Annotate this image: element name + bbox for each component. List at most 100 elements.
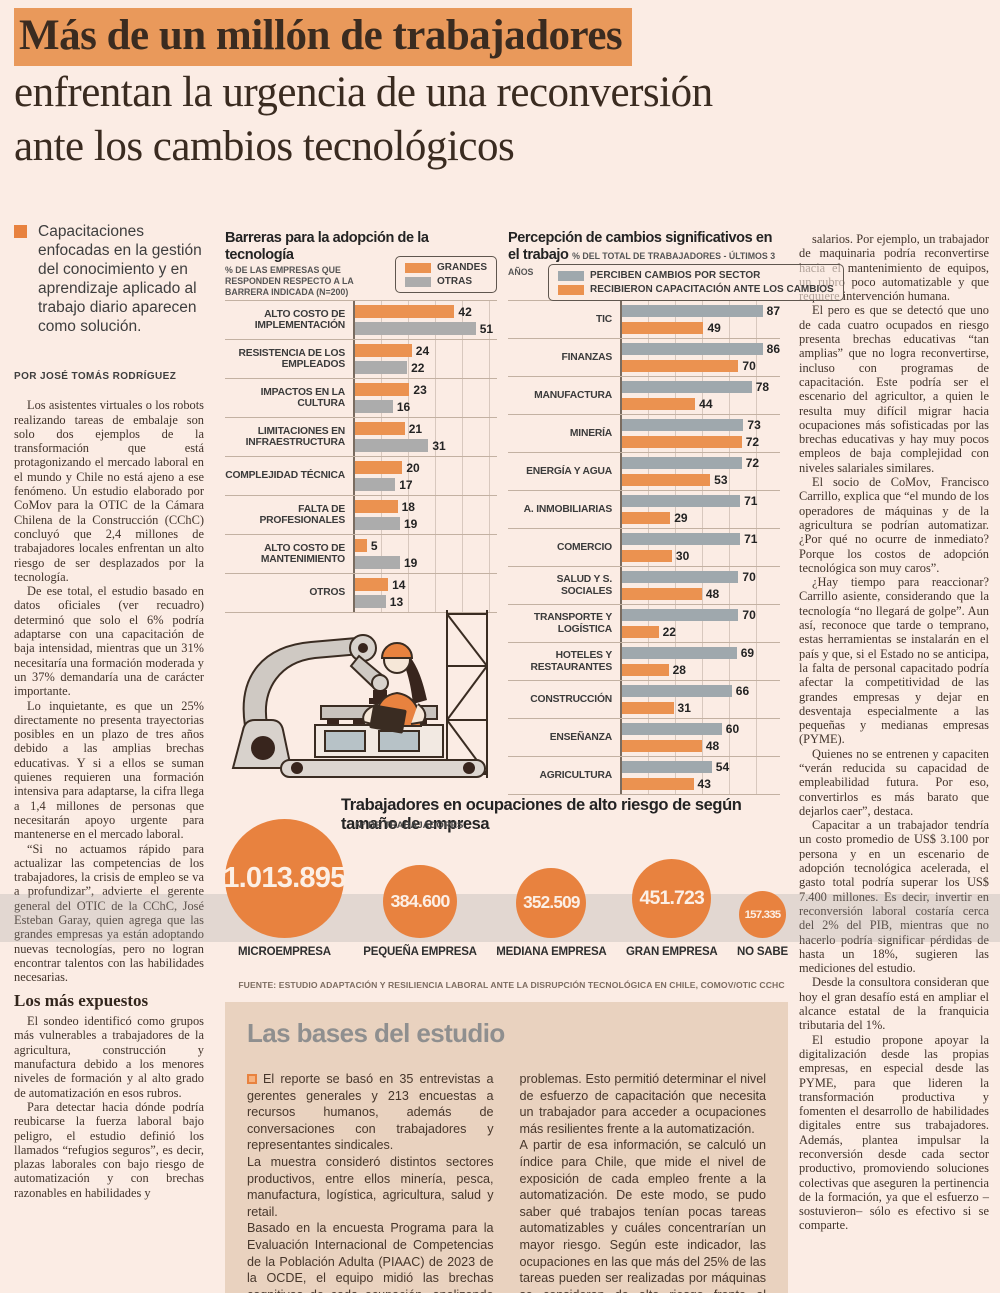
lede-text: Capacitaciones enfocadas en la gestión d… xyxy=(38,223,202,335)
bar-value: 5 xyxy=(370,538,378,553)
legend-item: PERCIBEN CAMBIOS POR SECTOR xyxy=(558,270,834,281)
bubble-chart-subtitle: N° DE TRABAJADORES xyxy=(355,820,464,831)
bar xyxy=(622,778,694,790)
bubble-label: NO SABE xyxy=(736,946,788,958)
bar-line: 19 xyxy=(355,517,497,531)
page-title: Más de un millón de trabajadores enfrent… xyxy=(14,8,974,175)
scaffolding xyxy=(446,610,488,778)
bar-value: 19 xyxy=(403,516,418,531)
legend-swatch-gray xyxy=(404,276,431,287)
paragraph: Desde la consultora consideran que hoy e… xyxy=(799,975,989,1033)
category-label: LIMITACIONES EN INFRAESTRUCTURA xyxy=(245,425,346,448)
category-label: MANUFACTURA xyxy=(534,389,612,401)
paragraph: El socio de CoMov, Francisco Carrillo, e… xyxy=(799,475,989,575)
bar-line: 42 xyxy=(355,305,497,319)
paragraph: El reporte se basó en 35 entrevistas a g… xyxy=(247,1071,494,1154)
bar-line: 72 xyxy=(622,456,780,470)
chart-barriers-adoption: Barreras para la adopción de la tecnolog… xyxy=(225,230,497,613)
bar-value: 31 xyxy=(677,701,691,715)
bar-plot: 69 28 xyxy=(620,643,780,680)
chart-header: Barreras para la adopción de la tecnolog… xyxy=(225,230,497,300)
chart-header: Percepción de cambios significativos en … xyxy=(508,230,844,301)
gray-band xyxy=(0,894,1000,942)
bar-plot: 21 31 xyxy=(353,418,497,456)
category-label: TRANSPORTE Y LOGÍSTICA xyxy=(533,612,612,635)
bar-value: 14 xyxy=(392,577,406,592)
chart-title: Percepción de cambios significativos en … xyxy=(508,230,780,280)
chart-row: SALUD Y S. SOCIALES 70 48 xyxy=(508,566,780,604)
category-label: TIC xyxy=(596,313,612,325)
bar-line: 31 xyxy=(355,439,497,453)
chart-rows: TIC 87 49 FINANZAS 86 70 MANUFACTURA 78 44 MINERÍ… xyxy=(508,300,780,795)
bar xyxy=(622,626,659,638)
bar-line: 29 xyxy=(622,511,780,525)
bar-line: 14 xyxy=(355,578,497,592)
chart-row: RESISTENCIA DE LOS EMPLEADOS 24 22 xyxy=(225,339,497,378)
square-outline-bullet-icon xyxy=(247,1074,257,1084)
bubble-cell: 1.013.895 MICROEMPRESA xyxy=(223,819,346,958)
bar xyxy=(355,478,396,491)
bubble-label: GRAN EMPRESA xyxy=(626,946,718,958)
bar xyxy=(622,571,739,583)
bar xyxy=(622,322,704,334)
left-column: Capacitaciones enfocadas en la gestión d… xyxy=(14,222,204,1200)
bar xyxy=(622,740,702,752)
bubble-cell: 384.600 PEQUEÑA EMPRESA xyxy=(363,864,477,958)
chart-legend: GRANDES OTRAS xyxy=(394,256,497,293)
bubble-cell: 352.509 MEDIANA EMPRESA xyxy=(496,867,607,958)
bar-line: 17 xyxy=(355,478,497,492)
chart-row: ALTO COSTO DE MANTENIMIENTO 5 19 xyxy=(225,534,497,573)
paragraph: Los asistentes virtuales o los robots re… xyxy=(14,398,204,584)
bar-line: 22 xyxy=(622,625,780,639)
bar-value: 22 xyxy=(411,360,425,375)
bar-value: 44 xyxy=(699,397,713,411)
chart-row: IMPACTOS EN LA CULTURA 23 16 xyxy=(225,378,497,417)
bar-line: 5 xyxy=(355,539,497,553)
bubble-label: MEDIANA EMPRESA xyxy=(496,946,607,958)
bar xyxy=(622,609,739,621)
bar-value: 87 xyxy=(766,304,780,318)
category-label: ENSEÑANZA xyxy=(549,731,612,743)
bar xyxy=(355,595,386,608)
chart-row: FALTA DE PROFESIONALES 18 19 xyxy=(225,495,497,534)
bar xyxy=(355,305,455,318)
chart-row: COMPLEJIDAD TÉCNICA 20 17 xyxy=(225,456,497,495)
category-label: CONSTRUCCIÓN xyxy=(530,693,612,705)
bubble: 384.600 xyxy=(383,864,457,938)
bar xyxy=(355,556,400,569)
square-bullet-icon xyxy=(14,225,27,238)
bar xyxy=(355,322,476,335)
bubble: 352.509 xyxy=(516,867,587,938)
chart-rows: ALTO COSTO DE IMPLEMENTACIÓN 42 51 RESISTEN… xyxy=(225,300,497,613)
byline: POR JOSÉ TOMÁS RODRÍGUEZ xyxy=(14,371,177,382)
chart-row: MINERÍA 73 72 xyxy=(508,414,780,452)
bar-plot: 87 49 xyxy=(620,301,780,338)
bubble-row: 1.013.895 MICROEMPRESA 384.600 PEQUEÑA EMPR… xyxy=(223,790,788,958)
bar-line: 18 xyxy=(355,500,497,514)
bar-plot: 71 30 xyxy=(620,529,780,566)
right-column: salarios. Por ejemplo, un trabajador de … xyxy=(799,232,989,1233)
bar-line: 78 xyxy=(622,380,780,394)
legend-swatch-orange xyxy=(404,262,431,273)
legend-label: PERCIBEN CAMBIOS POR SECTOR xyxy=(590,270,761,281)
bar-value: 70 xyxy=(742,359,756,373)
bar-value: 21 xyxy=(408,421,423,436)
bar-plot: 86 70 xyxy=(620,339,780,376)
bar-plot: 70 48 xyxy=(620,567,780,604)
chart-perception-changes: Percepción de cambios significativos en … xyxy=(508,230,844,795)
bar xyxy=(622,305,763,317)
bar-plot: 24 22 xyxy=(353,340,497,378)
bar-line: 19 xyxy=(355,556,497,570)
bar-value: 72 xyxy=(745,435,760,449)
category-label: RESISTENCIA DE LOS EMPLEADOS xyxy=(238,347,346,370)
legend-label: GRANDES xyxy=(436,262,487,273)
chart-row: TIC 87 49 xyxy=(508,300,780,338)
bar-plot: 72 53 xyxy=(620,453,780,490)
bar-line: 30 xyxy=(622,549,780,563)
study-box-col2: problemas. Esto permitió determinar el n… xyxy=(520,1071,767,1293)
bar xyxy=(355,578,389,591)
bar-line: 71 xyxy=(622,494,780,508)
bar-value: 43 xyxy=(697,777,711,791)
bar-line: 72 xyxy=(622,435,780,449)
chart-row: HOTELES Y RESTAURANTES 69 28 xyxy=(508,642,780,680)
